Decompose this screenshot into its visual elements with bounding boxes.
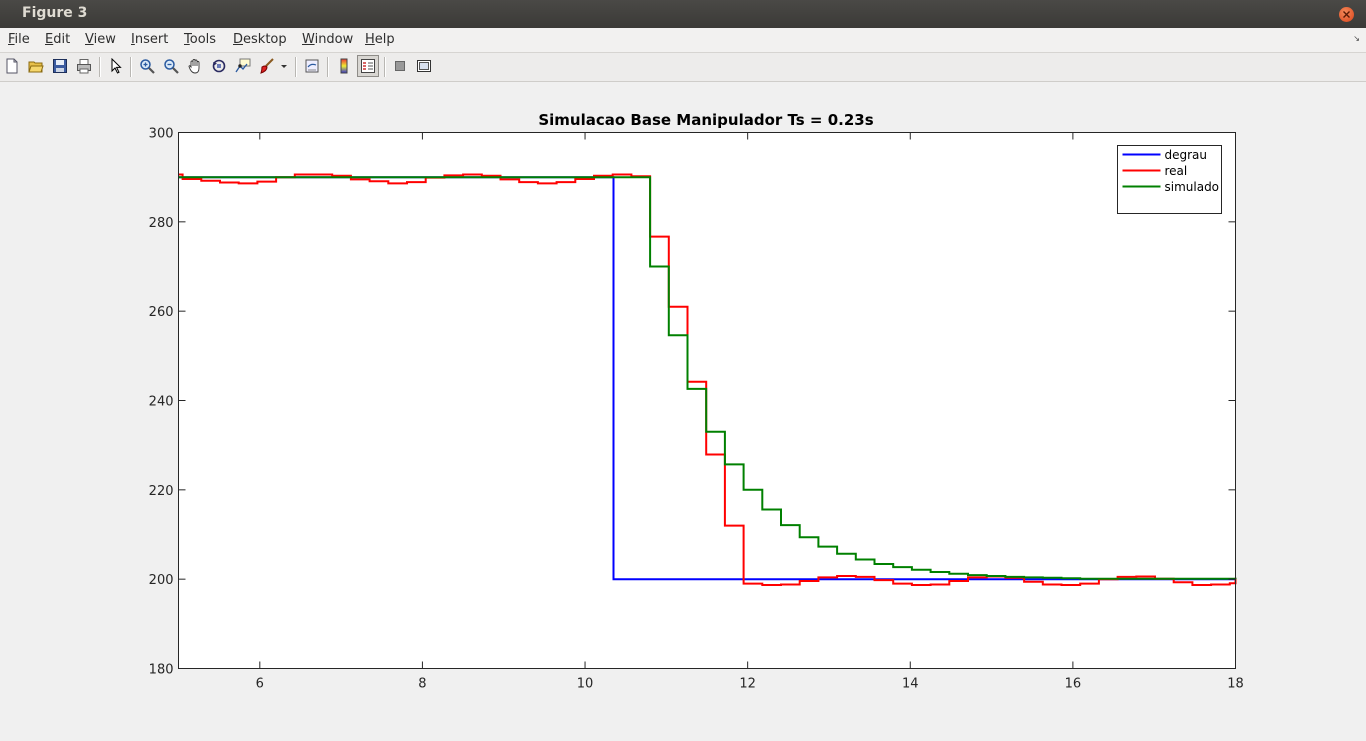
menu-window[interactable]: Window: [302, 32, 354, 47]
zoom-out-icon: [164, 59, 179, 74]
menu-help[interactable]: Help: [365, 32, 395, 47]
edit-plot-button[interactable]: [106, 56, 126, 76]
legend-label-simulado: simulado: [1165, 180, 1220, 194]
window-title: Figure 3: [22, 5, 88, 21]
chart-title: Simulacao Base Manipulador Ts = 0.23s: [538, 111, 873, 129]
save-button[interactable]: [50, 56, 70, 76]
rotate-3d-button[interactable]: [209, 56, 229, 76]
rotate-3d-icon: [212, 59, 226, 73]
show-plot-tools-button[interactable]: [414, 56, 434, 76]
x-tick-label: 10: [577, 677, 594, 692]
menu-desktop[interactable]: Desktop: [233, 32, 287, 47]
y-tick-label: 200: [149, 573, 174, 588]
legend-label-degrau: degrau: [1165, 148, 1208, 162]
menu-bar: File Edit View Insert Tools Desktop Wind…: [0, 28, 1366, 53]
y-tick-label: 300: [149, 127, 174, 142]
menu-insert[interactable]: Insert: [131, 32, 169, 47]
menu-file[interactable]: File: [8, 32, 30, 47]
new-figure-button[interactable]: [2, 56, 22, 76]
window-titlebar: Figure 3: [0, 0, 1366, 28]
data-cursor-icon: [235, 58, 251, 73]
toolbar-separator: [130, 57, 132, 77]
chart[interactable]: 6 8 10 12 14 16 18 180 200 220 240 260 280 300 Simula…: [0, 82, 1366, 741]
link-plot-icon: [305, 59, 319, 73]
brush-icon: [260, 58, 274, 74]
link-plot-button[interactable]: [302, 56, 322, 76]
x-tick-label: 16: [1065, 677, 1082, 692]
brush-dropdown[interactable]: [278, 56, 290, 76]
toolbar-separator: [99, 57, 101, 77]
print-button[interactable]: [74, 56, 94, 76]
show-plot-tools-icon: [417, 60, 431, 72]
figure-toolbar: [0, 53, 1366, 82]
print-icon: [77, 59, 91, 74]
x-tick-label: 8: [418, 677, 426, 692]
zoom-in-button[interactable]: [137, 56, 157, 76]
legend[interactable]: degrau real simulado: [1117, 145, 1222, 214]
series-line-simulado[interactable]: [178, 176, 1237, 580]
x-tick-label: 14: [902, 677, 919, 692]
hide-plot-tools-icon: [395, 61, 405, 71]
pan-icon: [188, 59, 200, 74]
brush-button[interactable]: [257, 56, 277, 76]
edit-plot-icon: [111, 58, 122, 74]
zoom-in-icon: [140, 59, 155, 74]
toolbar-separator: [295, 57, 297, 77]
legend-box: [1117, 145, 1222, 214]
save-icon: [53, 59, 67, 73]
x-tick-label: 18: [1227, 677, 1244, 692]
legend-label-real: real: [1165, 164, 1188, 178]
y-tick-label: 280: [149, 216, 174, 231]
hide-plot-tools-button[interactable]: [390, 56, 410, 76]
x-tick-label: 6: [256, 677, 264, 692]
y-tick-label: 180: [149, 663, 174, 678]
close-icon: [1343, 11, 1350, 18]
data-cursor-button[interactable]: [233, 56, 253, 76]
colorbar-button[interactable]: [334, 56, 354, 76]
colorbar-icon: [340, 58, 348, 74]
toolbar-separator: [327, 57, 329, 77]
zoom-out-button[interactable]: [161, 56, 181, 76]
open-file-icon: [28, 61, 44, 73]
legend-icon: [361, 59, 375, 73]
open-file-button[interactable]: [26, 56, 46, 76]
series-line-real[interactable]: [178, 173, 1237, 586]
menu-tools[interactable]: Tools: [184, 32, 217, 47]
y-tick-label: 260: [149, 305, 174, 320]
legend-button[interactable]: [357, 55, 379, 77]
pan-button[interactable]: [185, 56, 205, 76]
y-tick-label: 220: [149, 484, 174, 499]
chevron-down-icon: [281, 65, 287, 68]
new-figure-icon: [6, 58, 18, 74]
menu-edit[interactable]: Edit: [45, 32, 71, 47]
x-tick-label: 12: [739, 677, 756, 692]
y-tick-label: 240: [149, 395, 174, 410]
close-button[interactable]: [1339, 7, 1354, 22]
menu-dock-arrow-icon[interactable]: ↘: [1353, 34, 1360, 43]
menu-view[interactable]: View: [85, 32, 116, 47]
toolbar-separator: [384, 57, 386, 77]
